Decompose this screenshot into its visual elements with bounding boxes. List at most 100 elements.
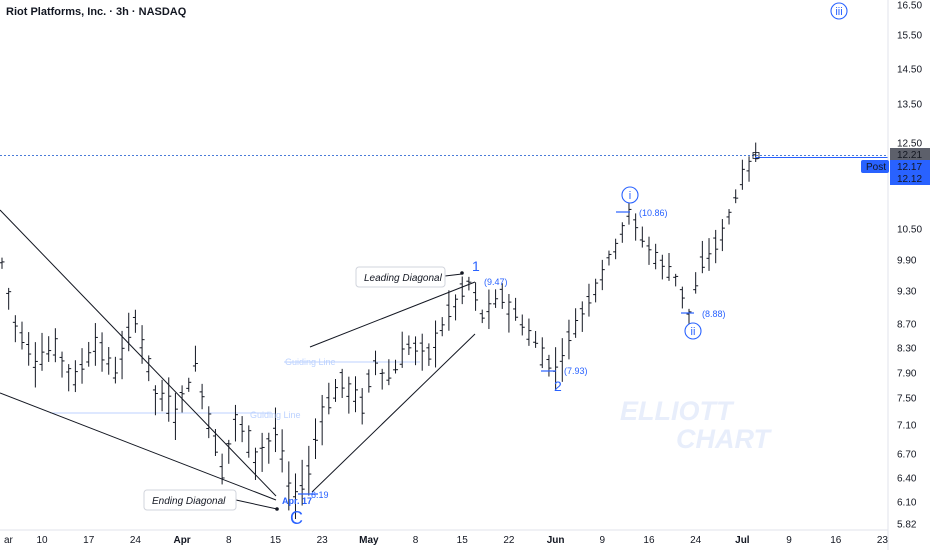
ohlc-bar [152, 385, 158, 416]
ohlc-bar [126, 312, 132, 352]
ohlc-bars [0, 142, 759, 520]
x-tick-label: May [359, 535, 379, 546]
x-tick-label: 9 [600, 535, 606, 546]
ohlc-bar [393, 359, 399, 374]
post-price-tag-text: 12.17 [897, 162, 922, 173]
guiding-line-1-label: Guiding Line [250, 410, 301, 420]
last-price-tag-text: 12.12 [897, 174, 922, 185]
y-tick-label: 13.50 [897, 100, 922, 111]
ohlc-bar [513, 297, 519, 321]
ohlc-bar [86, 341, 92, 367]
ohlc-bar [379, 368, 385, 390]
wave-ii-label: ii [684, 322, 702, 340]
callout-box [143, 489, 237, 511]
x-tick-label: 23 [317, 535, 329, 546]
x-tick-label: 17 [83, 535, 95, 546]
ohlc-bar [606, 250, 612, 266]
wave-i-price: (10.86) [639, 208, 668, 218]
wave-i-label-text: i [629, 190, 631, 202]
ohlc-bar [39, 332, 45, 371]
watermark-chart: CHART [676, 424, 773, 454]
y-tick-label: 6.70 [897, 450, 917, 461]
ohlc-bar [559, 338, 565, 382]
ohlc-bar [439, 317, 445, 337]
callout-box [355, 266, 446, 288]
ohlc-bar [206, 406, 212, 439]
ohlc-bar [192, 345, 198, 372]
ohlc-bar [359, 388, 365, 425]
ohlc-bar [292, 473, 298, 520]
ohlc-bar [272, 407, 278, 453]
y-tick-label: 6.40 [897, 474, 917, 485]
ohlc-bar [526, 318, 532, 346]
ohlc-bar [66, 364, 72, 392]
ohlc-bar [459, 276, 465, 305]
callout-line [235, 499, 278, 510]
ohlc-bar [453, 294, 459, 321]
ohlc-bar [92, 323, 98, 366]
ohlc-bar [399, 331, 405, 368]
ohlc-bar [19, 321, 25, 350]
y-tick-label: 9.30 [897, 287, 917, 298]
ohlc-bar [79, 348, 85, 384]
wave-markers [298, 211, 694, 495]
ohlc-bar [333, 378, 338, 402]
trendlines [0, 209, 476, 501]
ohlc-bar [693, 272, 699, 294]
x-tick-label: 15 [270, 535, 282, 546]
wave-1-price: (9.47) [484, 277, 508, 287]
ohlc-bar [639, 226, 645, 248]
ohlc-bar [613, 238, 619, 260]
wave-2-label: 2 [554, 378, 562, 394]
ohlc-bar [659, 254, 665, 280]
x-tick-label: 15 [457, 535, 469, 546]
ohlc-bar [312, 418, 318, 460]
wave-c-label: C [290, 508, 303, 528]
current-price-tag-text: 12.21 [897, 150, 922, 161]
ohlc-bar [346, 376, 352, 414]
ohlc-bar [199, 383, 205, 410]
last-price-tag: 12.12 [890, 172, 930, 185]
y-tick-label: 6.10 [897, 498, 917, 509]
current-price-tag-bg [890, 148, 930, 161]
y-tick-label: 14.50 [897, 65, 922, 76]
leading-diagonal-upper [309, 281, 476, 348]
ohlc-bar [466, 276, 472, 291]
ohlc-bar [493, 289, 499, 308]
ohlc-bar [373, 350, 379, 376]
ohlc-bar [433, 320, 439, 368]
y-tick-label: 5.82 [897, 520, 917, 531]
ohlc-bar [699, 240, 705, 274]
chart-title: Riot Platforms, Inc. · 3h · NASDAQ [6, 6, 187, 18]
ohlc-bar [733, 189, 739, 204]
x-tick-label: 23 [877, 535, 889, 546]
ohlc-bar [279, 429, 285, 473]
x-tick-label: 10 [36, 535, 48, 546]
ohlc-bar [706, 238, 712, 271]
ohlc-bar [566, 319, 572, 360]
leading-diagonal-lower [311, 333, 476, 493]
post-price-tag: 12.17 [890, 160, 930, 173]
price-marker [752, 152, 760, 159]
callout-line [444, 273, 463, 277]
ending-diagonal-upper [0, 209, 277, 497]
ohlc-bar [59, 351, 65, 378]
callout-dot [460, 271, 464, 275]
y-tick-label: 8.30 [897, 344, 917, 355]
y-tick-label: 9.90 [897, 256, 917, 267]
x-tick-label: 8 [226, 535, 232, 546]
ohlc-bar [286, 461, 292, 511]
leading-diagonal-text: Leading Diagonal [364, 273, 443, 284]
ohlc-bar [146, 355, 152, 382]
ending-diagonal-text: Ending Diagonal [152, 496, 226, 507]
ohlc-bar [746, 156, 752, 182]
ohlc-bar [546, 354, 552, 377]
x-tick-label: 24 [130, 535, 142, 546]
ohlc-bar [666, 253, 672, 281]
ohlc-bar [579, 301, 585, 332]
ohlc-bar [506, 294, 512, 333]
ohlc-bar [599, 259, 605, 291]
